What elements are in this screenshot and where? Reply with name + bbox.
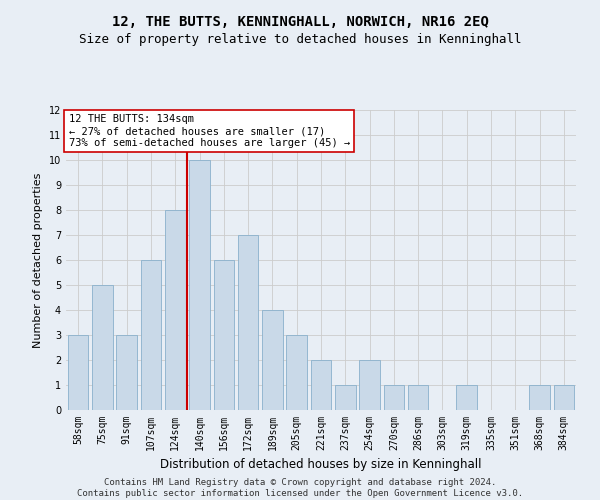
Bar [165, 210, 185, 410]
Bar [554, 385, 574, 410]
Y-axis label: Number of detached properties: Number of detached properties [33, 172, 43, 348]
Bar [408, 385, 428, 410]
Bar [457, 385, 477, 410]
Text: Size of property relative to detached houses in Kenninghall: Size of property relative to detached ho… [79, 32, 521, 46]
Bar [116, 335, 137, 410]
Bar [286, 335, 307, 410]
Bar [359, 360, 380, 410]
Bar [311, 360, 331, 410]
Text: Contains HM Land Registry data © Crown copyright and database right 2024.
Contai: Contains HM Land Registry data © Crown c… [77, 478, 523, 498]
Bar [335, 385, 356, 410]
Bar [92, 285, 113, 410]
Bar [140, 260, 161, 410]
X-axis label: Distribution of detached houses by size in Kenninghall: Distribution of detached houses by size … [160, 458, 482, 471]
Bar [68, 335, 88, 410]
Text: 12, THE BUTTS, KENNINGHALL, NORWICH, NR16 2EQ: 12, THE BUTTS, KENNINGHALL, NORWICH, NR1… [112, 15, 488, 29]
Bar [383, 385, 404, 410]
Bar [529, 385, 550, 410]
Bar [262, 310, 283, 410]
Bar [238, 235, 259, 410]
Bar [189, 160, 210, 410]
Bar [214, 260, 234, 410]
Text: 12 THE BUTTS: 134sqm
← 27% of detached houses are smaller (17)
73% of semi-detac: 12 THE BUTTS: 134sqm ← 27% of detached h… [68, 114, 350, 148]
